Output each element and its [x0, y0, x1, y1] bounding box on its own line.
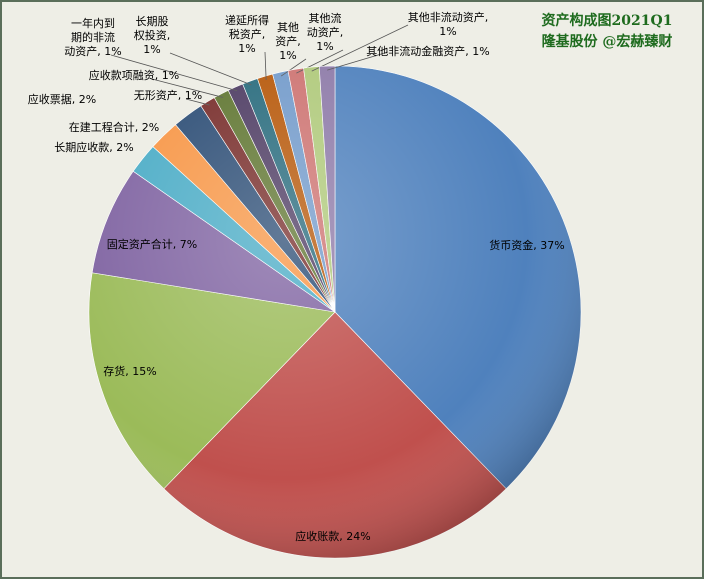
- data-label: 固定资产合计, 7%: [107, 237, 197, 251]
- data-label: 应收款项融资, 1%: [89, 68, 179, 82]
- data-label: 一年内到期的非流动资产, 1%: [64, 16, 121, 58]
- data-label-line: 资产,: [275, 34, 301, 48]
- data-label-line: 应收票据, 2%: [28, 92, 96, 106]
- data-label: 其他资产, 1%: [275, 21, 301, 62]
- data-label-line: 应收款项融资, 1%: [89, 68, 179, 82]
- data-label-line: 长期股: [136, 15, 169, 28]
- data-label: 应收账款, 24%: [295, 529, 370, 543]
- data-label-line: 应收账款, 24%: [295, 529, 370, 543]
- data-label: 存货, 15%: [103, 364, 156, 378]
- data-label-line: 其他流: [309, 11, 342, 25]
- data-label-line: 在建工程合计, 2%: [69, 120, 159, 134]
- data-label-line: 1%: [279, 49, 296, 62]
- data-label-line: 其他: [277, 21, 299, 34]
- data-label-line: 固定资产合计, 7%: [107, 237, 197, 251]
- data-label-line: 1%: [238, 42, 255, 55]
- data-label: 货币资金, 37%: [489, 238, 564, 252]
- data-label-line: 权投资,: [134, 28, 171, 42]
- leader-line: [169, 52, 252, 86]
- data-label-line: 存货, 15%: [103, 364, 156, 378]
- data-label: 长期应收款, 2%: [54, 140, 133, 154]
- chart-title: 资产构成图2021Q1: [542, 12, 673, 29]
- data-label-line: 长期应收款, 2%: [54, 140, 133, 154]
- data-label-line: 1%: [143, 43, 160, 56]
- data-label-line: 动资产,: [307, 25, 344, 39]
- data-label-line: 无形资产, 1%: [134, 88, 202, 102]
- data-label-line: 动资产, 1%: [64, 44, 121, 58]
- data-label-line: 一年内到: [71, 16, 115, 30]
- chart-title: 隆基股份 @宏赫臻财: [542, 33, 673, 50]
- data-label-line: 其他非流动金融资产, 1%: [366, 44, 489, 58]
- data-label: 其他非流动金融资产, 1%: [366, 44, 489, 58]
- data-label: 在建工程合计, 2%: [69, 120, 159, 134]
- data-label-line: 税资产,: [229, 27, 266, 41]
- data-label-line: 其他非流动资产,: [408, 10, 489, 24]
- data-label-line: 期的非流: [71, 30, 115, 44]
- data-label: 无形资产, 1%: [134, 88, 202, 102]
- data-label-line: 1%: [316, 40, 333, 53]
- data-label: 长期股权投资, 1%: [134, 15, 171, 56]
- data-label: 应收票据, 2%: [28, 92, 96, 106]
- data-label: 递延所得税资产, 1%: [225, 13, 269, 55]
- data-label: 其他非流动资产, 1%: [408, 10, 489, 38]
- data-label-line: 1%: [439, 25, 456, 38]
- data-label-line: 货币资金, 37%: [489, 238, 564, 252]
- data-label-line: 递延所得: [225, 13, 269, 27]
- leader-line: [311, 24, 409, 72]
- data-label: 其他流动资产, 1%: [307, 11, 344, 53]
